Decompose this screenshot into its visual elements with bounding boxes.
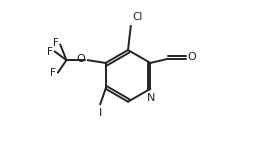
Text: O: O — [188, 52, 197, 62]
Text: N: N — [147, 94, 155, 103]
Text: Cl: Cl — [133, 12, 143, 22]
Text: F: F — [47, 46, 53, 57]
Text: I: I — [99, 108, 102, 118]
Text: F: F — [53, 38, 59, 48]
Text: F: F — [50, 68, 56, 78]
Text: O: O — [77, 54, 86, 64]
